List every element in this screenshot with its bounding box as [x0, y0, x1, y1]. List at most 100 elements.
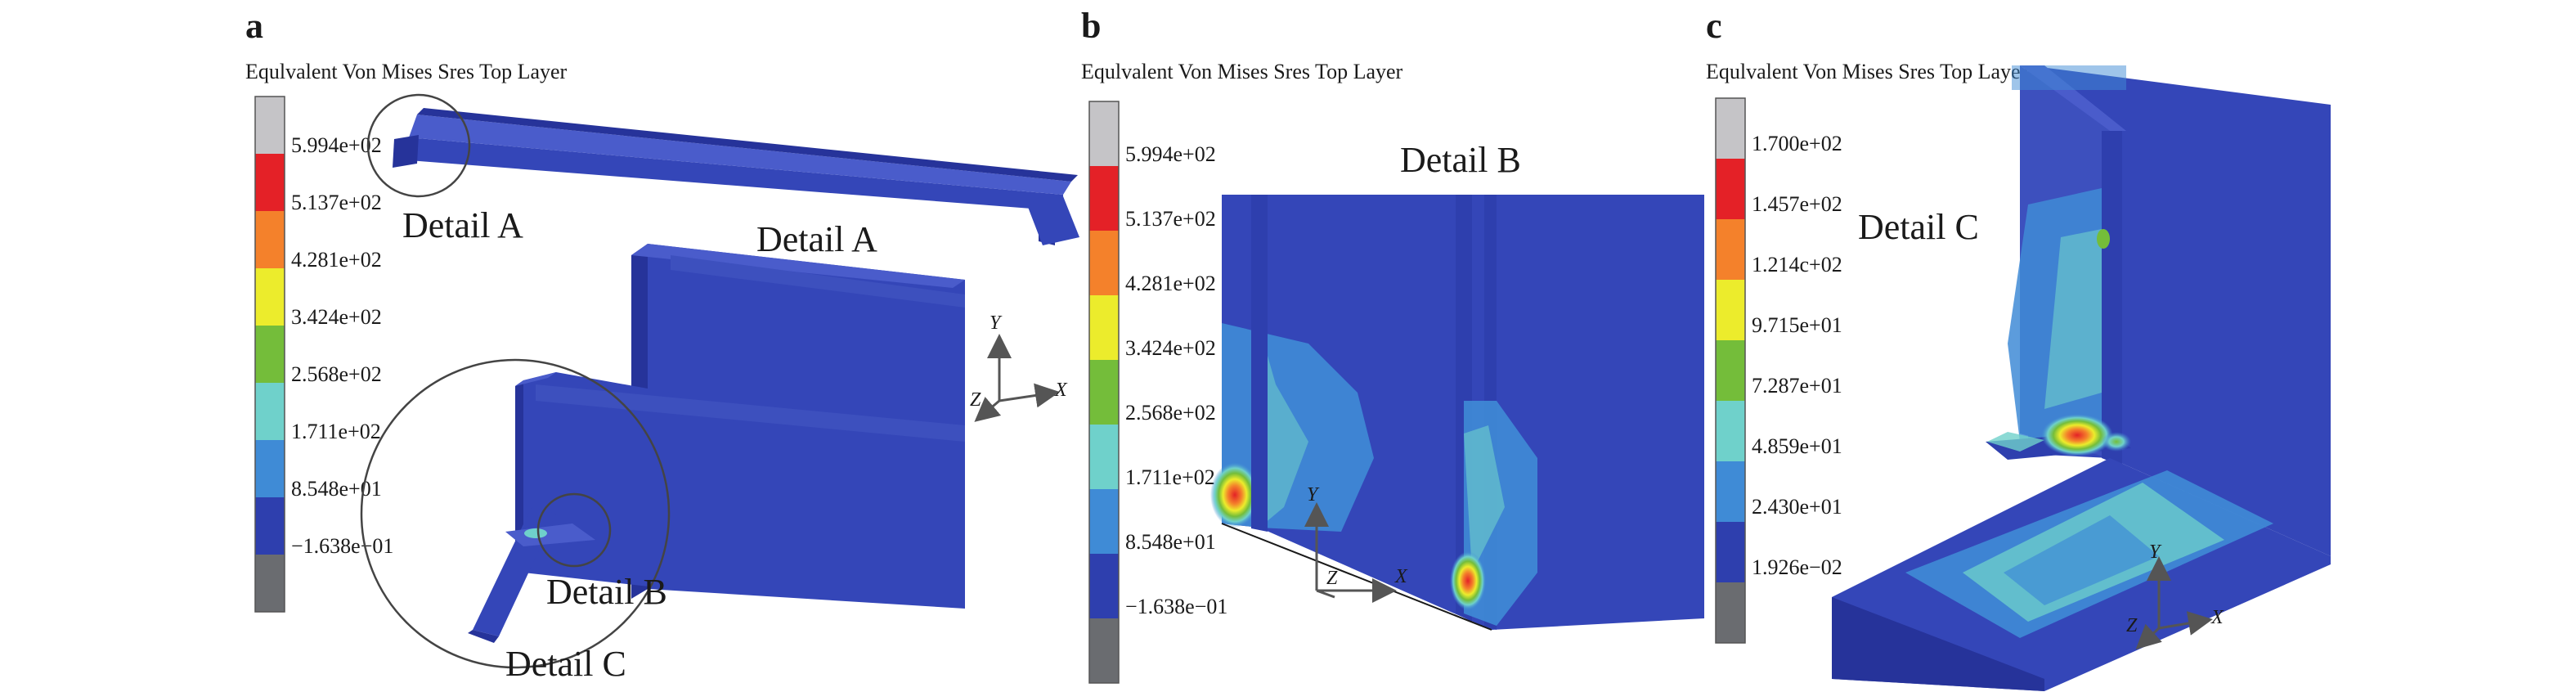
legend-swatch [255, 440, 285, 497]
legend-swatch [255, 154, 285, 211]
legend-tick: −1.638e−01 [1125, 595, 1227, 618]
legend-tick: 1.711e+02 [291, 420, 381, 443]
legend-swatch [1089, 101, 1119, 166]
detail-a-circle [366, 93, 471, 198]
legend-tick: 4.281e+02 [291, 248, 382, 272]
legend-swatch [1716, 340, 1745, 401]
detail-b-circle [536, 492, 612, 568]
legend-tick: 4.281e+02 [1125, 272, 1216, 295]
legend-swatch [1089, 295, 1119, 360]
legend-swatch [1089, 166, 1119, 231]
legend-swatch [1716, 461, 1745, 522]
legend-tick: 1.457e+02 [1752, 192, 1842, 216]
legend-frame [1715, 97, 1746, 644]
detail-c-circle [360, 358, 671, 669]
z-axis-label: Z [970, 389, 981, 411]
panel-label-a: a [245, 6, 263, 46]
legend-swatch [255, 211, 285, 268]
legend-tick: 5.994e+02 [291, 133, 382, 157]
legend-tick: 5.137e+02 [291, 191, 382, 214]
legend-tick: 2.568e+02 [1125, 401, 1216, 425]
legend-swatch [1716, 401, 1745, 461]
legend-swatch [255, 97, 285, 154]
legend-tick: 2.430e+01 [1752, 495, 1842, 519]
callout-detail-b-zoom: Detail B [1400, 140, 1521, 180]
legend-tick: 1.700e+02 [1752, 132, 1842, 155]
z-axis-arrow [1316, 589, 1335, 599]
beam-model [393, 108, 1079, 245]
x-axis-arrow [2158, 611, 2213, 636]
legend-tick: 9.715e+01 [1752, 313, 1842, 337]
legend-title-a: Equlvalent Von Mises Sres Top Layer [245, 60, 568, 83]
x-axis-label: X [2210, 607, 2224, 628]
legend-tick: 4.859e+01 [1752, 434, 1842, 458]
panel-b: b Equlvalent Von Mises Sres Top Layer 5.… [1081, 6, 1704, 684]
legend-tick: −1.638e−01 [291, 534, 393, 558]
legend-swatch [255, 383, 285, 440]
panel-label-b: b [1081, 6, 1101, 46]
panel-label-c: c [1706, 6, 1722, 46]
callout-detail-a-left: Detail A [402, 205, 523, 245]
color-legend-b: 5.994e+02 5.137e+02 4.281e+02 3.424e+02 … [1088, 101, 1227, 684]
legend-swatch [1089, 360, 1119, 425]
legend-tick: 1.214c+02 [1752, 253, 1842, 276]
legend-swatch [1089, 425, 1119, 489]
legend-tick: 5.137e+02 [1125, 207, 1216, 231]
legend-swatches-a [254, 96, 285, 613]
axis-triad-a: Y X Z [970, 312, 1068, 422]
legend-swatch [1089, 489, 1119, 554]
legend-swatch [1716, 522, 1745, 582]
legend-swatch [1089, 231, 1119, 295]
axis-triad-c: Y X Z [2126, 541, 2224, 650]
x-axis-arrow [999, 383, 1060, 408]
legend-swatch [255, 497, 285, 555]
plate-assembly-model [468, 244, 965, 643]
legend-frame [254, 96, 285, 613]
x-axis-label: X [1054, 380, 1068, 401]
legend-frame [1088, 101, 1120, 684]
legend-swatch [1716, 280, 1745, 340]
z-axis-arrow [974, 397, 1002, 422]
detail-c-model [1832, 65, 2331, 691]
callout-detail-c: Detail C [505, 644, 626, 684]
legend-tick: 8.548e+01 [291, 477, 382, 501]
legend-tick: 3.424e+02 [291, 305, 382, 329]
legend-swatch [1716, 98, 1745, 159]
legend-title-c: Equlvalent Von Mises Sres Top Layer [1706, 60, 2028, 83]
z-axis-label: Z [2126, 615, 2138, 636]
axis-triad-b: Y X Z [1304, 484, 1408, 603]
legend-swatch [255, 326, 285, 383]
callout-detail-a-right: Detail A [756, 219, 877, 259]
legend-tick: 7.287e+01 [1752, 374, 1842, 398]
legend-swatches-c [1715, 97, 1746, 644]
y-axis-label: Y [990, 312, 1003, 334]
x-axis-label: X [1394, 566, 1408, 587]
z-axis-label: Z [1326, 568, 1338, 589]
detail-b-model [1210, 195, 1704, 631]
legend-tick: 8.548e+01 [1125, 530, 1216, 554]
legend-title-b: Equlvalent Von Mises Sres Top Layer [1081, 60, 1403, 83]
legend-swatch [255, 555, 285, 612]
panel-a: a Equlvalent Von Mises Sres Top Layer 5.… [245, 6, 1079, 684]
legend-swatch [1716, 219, 1745, 280]
y-axis-label: Y [2149, 541, 2162, 563]
callout-detail-b: Detail B [546, 572, 667, 612]
legend-tick: 1.926e−02 [1752, 555, 1842, 579]
legend-swatch [1716, 159, 1745, 219]
z-axis-arrow [2135, 623, 2162, 650]
y-axis-label: Y [1307, 484, 1320, 506]
legend-swatch [1089, 554, 1119, 618]
legend-tick: 1.711e+02 [1125, 465, 1215, 489]
panel-c: c Equlvalent Von Mises Sres Top Layer 1.… [1706, 6, 2331, 691]
color-legend-c: 1.700e+02 1.457e+02 1.214c+02 9.715e+01 … [1715, 97, 1842, 644]
legend-swatch [1089, 618, 1119, 683]
callout-detail-c-zoom: Detail C [1858, 207, 1979, 247]
legend-tick: 2.568e+02 [291, 362, 382, 386]
legend-swatch [1716, 582, 1745, 643]
legend-tick: 3.424e+02 [1125, 336, 1216, 360]
legend-swatch [255, 268, 285, 326]
color-legend-a: 5.994e+02 5.137e+02 4.281e+02 3.424e+02 … [254, 96, 393, 613]
legend-swatches-b [1088, 101, 1120, 684]
legend-tick: 5.994e+02 [1125, 142, 1216, 166]
